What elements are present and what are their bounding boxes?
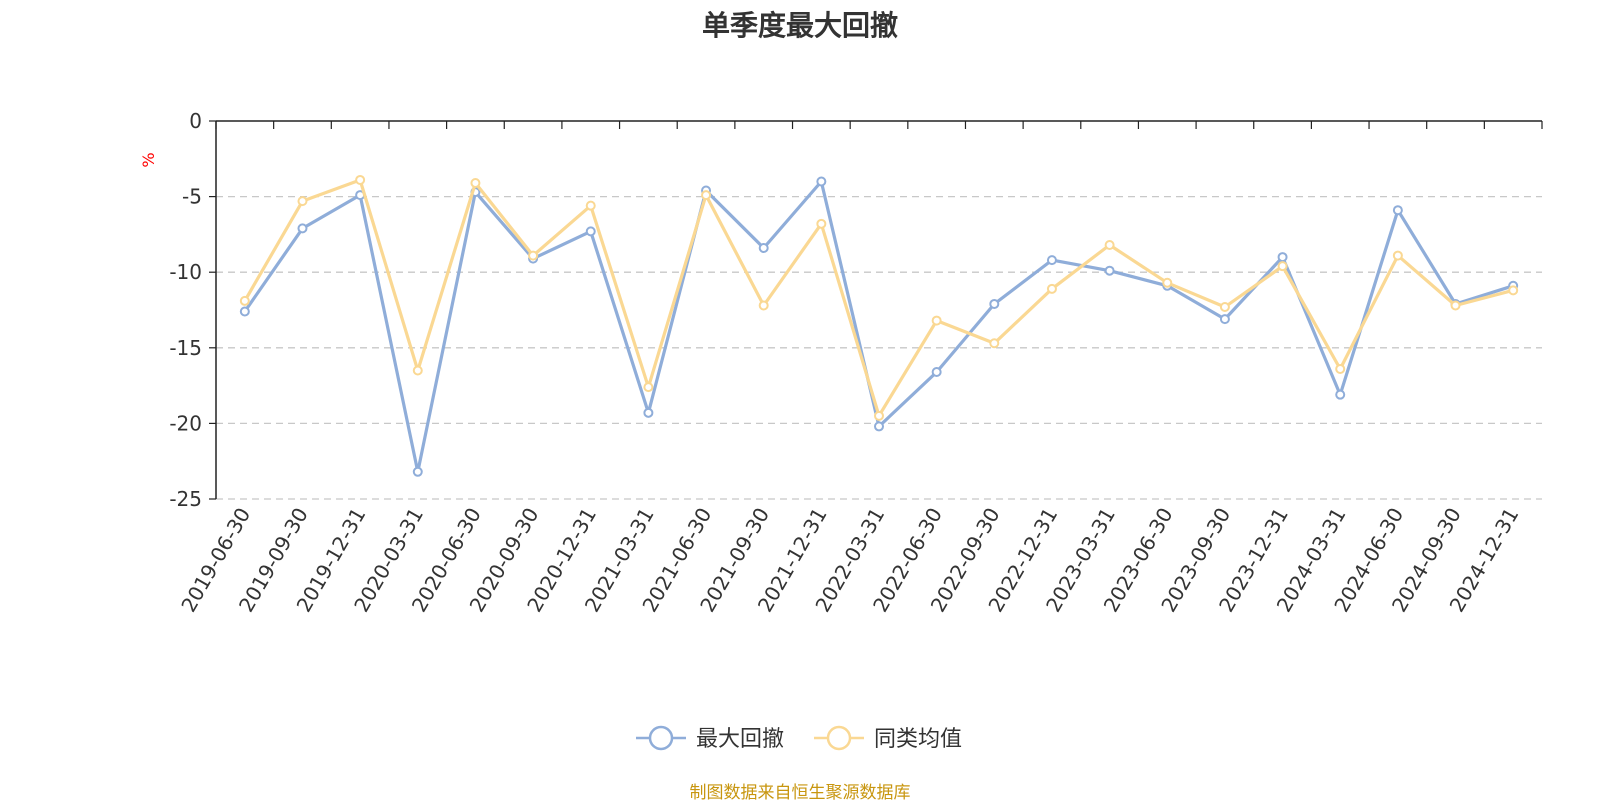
data-point[interactable]: [412, 365, 423, 376]
y-tick-label: -10: [169, 260, 202, 284]
legend-label: 最大回撤: [696, 727, 784, 752]
legend-marker: [826, 725, 852, 751]
data-point[interactable]: [931, 315, 942, 326]
legend-label: 同类均值: [874, 727, 962, 752]
data-point[interactable]: [758, 243, 769, 254]
data-point[interactable]: [1046, 283, 1057, 294]
data-point[interactable]: [816, 218, 827, 229]
data-point[interactable]: [874, 410, 884, 421]
data-point[interactable]: [528, 250, 539, 261]
data-point[interactable]: [239, 306, 250, 317]
data-point[interactable]: [989, 298, 1000, 309]
x-tick-labels: 2019-06-302019-09-302019-12-312020-03-31…: [176, 503, 1523, 616]
legend[interactable]: 最大回撤 同类均值: [636, 725, 962, 752]
data-point[interactable]: [874, 421, 884, 432]
data-point[interactable]: [643, 382, 654, 393]
data-point[interactable]: [1104, 239, 1115, 250]
data-point[interactable]: [1392, 205, 1403, 216]
data-point[interactable]: [297, 196, 308, 207]
data-point[interactable]: [1450, 300, 1461, 311]
data-point[interactable]: [643, 407, 654, 418]
data-point[interactable]: [1277, 252, 1288, 263]
data-point[interactable]: [585, 200, 596, 211]
data-point[interactable]: [1219, 314, 1230, 325]
data-point[interactable]: [1508, 285, 1519, 296]
y-tick-labels: 0 -5 -10 -15 -20 -25: [169, 109, 202, 511]
data-point[interactable]: [297, 223, 308, 234]
y-tick-label: -25: [169, 487, 202, 511]
data-point[interactable]: [239, 295, 250, 306]
data-point[interactable]: [758, 300, 769, 311]
data-point[interactable]: [701, 190, 712, 201]
data-point[interactable]: [1219, 301, 1230, 312]
series-layer: [239, 174, 1519, 477]
y-tick-label: -5: [182, 185, 202, 209]
source-note: 制图数据来自恒生聚源数据库: [689, 783, 911, 803]
y-tick-label: -20: [169, 411, 202, 435]
y-axis-unit-label: %: [139, 152, 158, 167]
data-point[interactable]: [1335, 389, 1346, 400]
data-point[interactable]: [989, 338, 1000, 349]
data-point[interactable]: [1046, 255, 1057, 266]
legend-marker: [648, 725, 674, 751]
data-point[interactable]: [470, 177, 481, 188]
y-tick-label: -15: [169, 336, 202, 360]
data-point[interactable]: [1162, 277, 1173, 288]
data-point[interactable]: [1392, 250, 1403, 261]
data-point[interactable]: [1335, 363, 1346, 374]
axis-layer: [209, 120, 1543, 500]
data-point[interactable]: [355, 174, 366, 185]
data-point[interactable]: [816, 176, 827, 187]
legend-item-1[interactable]: 最大回撤: [636, 725, 784, 752]
y-tick-label: 0: [189, 109, 202, 133]
data-point[interactable]: [585, 226, 596, 237]
data-point[interactable]: [1277, 261, 1288, 272]
data-point[interactable]: [931, 366, 942, 377]
data-point[interactable]: [412, 466, 423, 477]
chart-title: 单季度最大回撤: [701, 9, 898, 42]
data-point[interactable]: [1104, 265, 1115, 276]
legend-item-2[interactable]: 同类均值: [814, 725, 962, 752]
